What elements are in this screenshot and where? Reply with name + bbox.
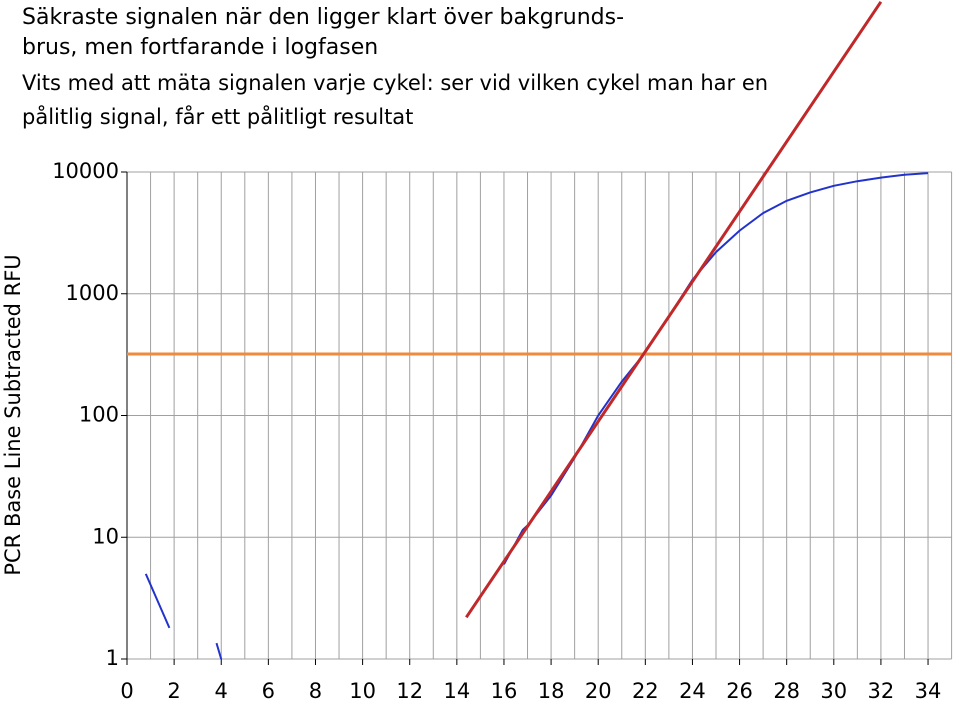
x-tick-label: 22	[632, 679, 659, 703]
x-tick-label: 16	[491, 679, 518, 703]
y-tick-label: 1	[106, 646, 119, 670]
x-tick-label: 4	[215, 679, 228, 703]
title-line: Vits med att mäta signalen varje cykel: …	[22, 71, 768, 95]
x-tick-label: 24	[679, 679, 706, 703]
x-tick-label: 26	[726, 679, 753, 703]
x-tick-label: 34	[915, 679, 942, 703]
title-line: brus, men fortfarande i logfasen	[22, 35, 378, 60]
x-tick-label: 6	[262, 679, 275, 703]
y-tick-label: 10	[92, 524, 119, 548]
y-tick-label: 100	[79, 403, 119, 427]
x-tick-label: 28	[773, 679, 800, 703]
x-tick-label: 14	[443, 679, 470, 703]
x-tick-label: 30	[820, 679, 847, 703]
x-tick-label: 2	[167, 679, 180, 703]
x-tick-label: 32	[868, 679, 895, 703]
fit-line	[465, 0, 883, 619]
x-tick-label: 18	[538, 679, 565, 703]
y-tick-label: 1000	[66, 281, 119, 305]
x-tick-label: 8	[309, 679, 322, 703]
y-tick-label: 10000	[52, 159, 119, 183]
x-tick-label: 0	[120, 679, 133, 703]
y-axis-label: PCR Base Line Subtracted RFU	[1, 254, 25, 575]
title-line: pålitlig signal, får ett pålitligt resul…	[22, 104, 413, 129]
x-tick-label: 10	[349, 679, 376, 703]
x-tick-label: 20	[585, 679, 612, 703]
x-tick-label: 12	[396, 679, 423, 703]
title-line: Säkraste signalen när den ligger klart ö…	[22, 5, 624, 30]
